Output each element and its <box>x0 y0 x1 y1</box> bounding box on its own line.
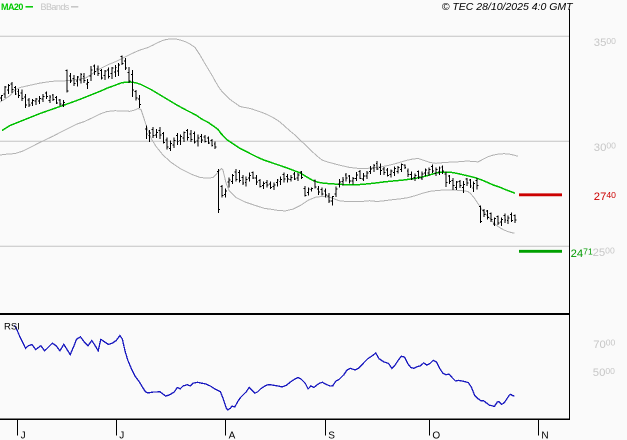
svg-text:J: J <box>119 431 124 440</box>
svg-text:J: J <box>21 431 26 440</box>
svg-text:A: A <box>229 431 236 440</box>
svg-text:RSI: RSI <box>4 322 20 333</box>
svg-text:O: O <box>432 431 440 440</box>
svg-text:BBands: BBands <box>41 2 70 12</box>
svg-text:S: S <box>328 431 335 440</box>
svg-text:N: N <box>541 431 548 440</box>
svg-text:© TEC 28/10/2025 4:0 GMT: © TEC 28/10/2025 4:0 GMT <box>442 1 574 13</box>
svg-text:MA20: MA20 <box>1 2 23 12</box>
